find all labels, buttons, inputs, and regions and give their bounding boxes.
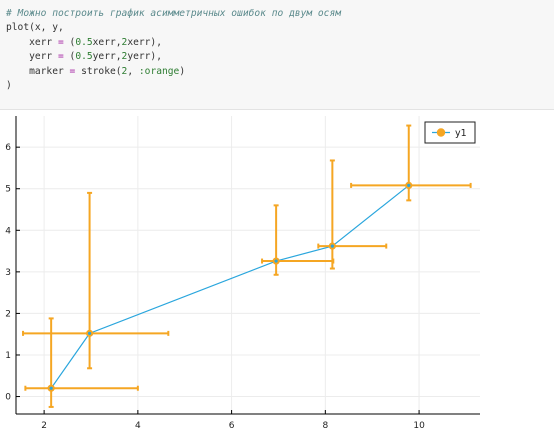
code-token: ( [63, 51, 76, 63]
code-token: ) [6, 79, 12, 91]
code-token: plot(x, y, [6, 22, 64, 34]
code-token: # Можно построить график асимметричных о… [6, 8, 342, 19]
series-line [50, 184, 410, 389]
code-line: # Можно построить график асимметричных о… [6, 7, 554, 21]
code-token: ) [179, 65, 186, 77]
code-token: yerr [6, 51, 58, 63]
code-line: plot(x, y, [6, 21, 554, 35]
code-line: marker = stroke(2, :orange) [6, 65, 554, 79]
code-token: 0.5 [75, 51, 93, 63]
x-tick-label: 10 [413, 421, 425, 431]
y-tick-label: 4 [5, 226, 11, 236]
code-token: :orange [138, 65, 180, 77]
legend-label: y1 [455, 128, 467, 139]
data-point [47, 384, 55, 392]
code-token: marker [6, 65, 70, 77]
x-tick-label: 6 [229, 421, 235, 431]
code-token: , [127, 65, 139, 77]
data-point [405, 181, 413, 190]
code-token: xerr), [127, 36, 162, 48]
code-cell[interactable]: # Можно построить график асимметричных о… [0, 0, 554, 110]
y-tick-label: 1 [5, 351, 11, 361]
y-tick-label: 3 [5, 268, 11, 278]
code-token: = [69, 65, 76, 77]
code-token: xerr [6, 36, 58, 48]
code-token: yerr), [127, 51, 162, 63]
y-tick-label: 6 [5, 143, 11, 153]
code-token: = [57, 36, 64, 48]
y-tick-label: 5 [5, 185, 11, 195]
code-token: 2 [121, 36, 128, 48]
code-token: 0.5 [75, 36, 93, 48]
y-tick-label: 0 [5, 393, 11, 403]
legend-marker-swatch [436, 128, 446, 137]
code-token: xerr, [92, 36, 122, 48]
code-token: stroke( [75, 65, 122, 77]
code-token: yerr, [92, 51, 122, 63]
y-tick-label: 2 [5, 309, 11, 319]
data-point [328, 242, 336, 250]
code-token: = [57, 51, 64, 63]
code-token: 2 [121, 65, 128, 77]
code-line: yerr = (0.5yerr,2yerr), [6, 50, 554, 64]
x-tick-label: 2 [41, 421, 47, 431]
code-token: ( [63, 36, 76, 48]
x-tick-label: 4 [135, 421, 141, 431]
data-point [85, 329, 94, 337]
data-point [272, 257, 280, 265]
x-tick-label: 8 [322, 421, 328, 431]
code-token: 2 [121, 51, 128, 63]
code-line: ) [6, 79, 554, 93]
plot-area: 2 4 6 8 10 0 1 2 3 4 5 6 y1 [0, 110, 554, 436]
error-bar-chart: 2 4 6 8 10 0 1 2 3 4 5 6 y1 [5, 116, 480, 431]
code-line: xerr = (0.5xerr,2xerr), [6, 36, 554, 50]
